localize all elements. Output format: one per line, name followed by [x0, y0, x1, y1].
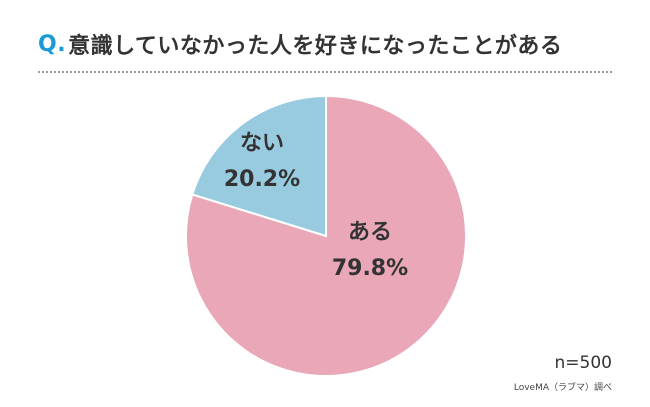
slice-category-label: ある: [348, 220, 392, 245]
pie-slice-no: [191, 94, 327, 238]
source-credit: LoveMA（ラブマ）調べ: [513, 383, 612, 393]
slice-percent-label: 20.2%: [224, 167, 300, 192]
question-text: 意識していなかった人を好きになったことがある: [68, 34, 563, 59]
chart-title: Q. 意識していなかった人を好きになったことがある: [38, 24, 562, 64]
slice-category-label: ない: [240, 131, 284, 156]
title-divider: [38, 71, 612, 73]
question-mark-label: Q.: [38, 31, 67, 57]
sample-size-label: n=500: [554, 353, 612, 373]
slice-percent-label: 79.8%: [332, 256, 408, 281]
